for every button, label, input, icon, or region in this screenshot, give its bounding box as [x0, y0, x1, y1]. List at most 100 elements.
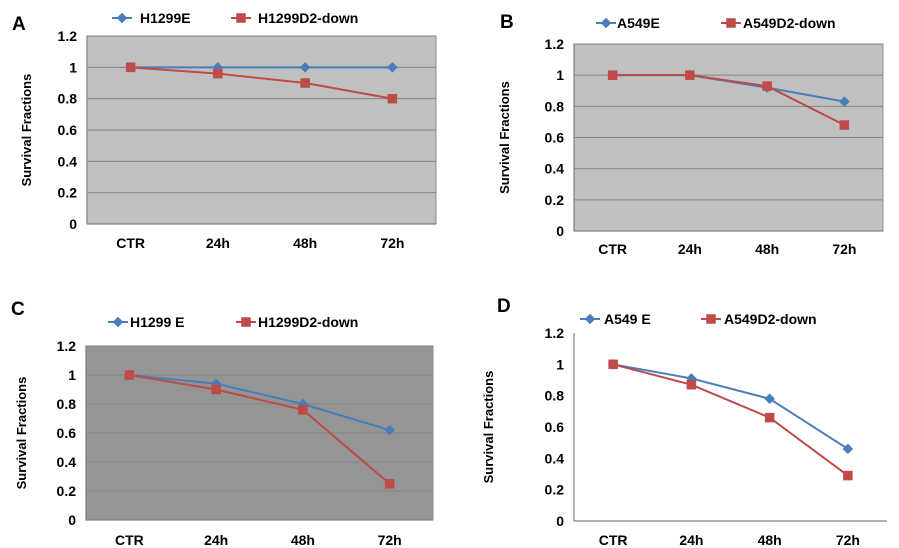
legend-marker [112, 316, 124, 328]
legend-marker [726, 18, 736, 28]
y-tick-label: 1 [68, 367, 76, 383]
legend-marker [706, 314, 716, 324]
y-tick-label: 0.4 [58, 153, 78, 169]
series-line-1 [129, 374, 390, 432]
series-2-point [764, 412, 775, 423]
y-tick-label: 0.2 [545, 192, 565, 208]
y-tick-label: 0 [69, 216, 77, 232]
series-1-point [839, 96, 850, 108]
y-tick-label: 1 [556, 67, 564, 83]
chart-panel-a: A 0 0.2 0.4 0.6 0.8 1 1.2 CTR 24h 48h 72h Survival F… [12, 10, 437, 251]
y-tick-label: 0.2 [545, 482, 565, 498]
series-2-point [300, 78, 310, 88]
legend-entry: H1299E [140, 10, 191, 26]
y-tick-label: 0.8 [545, 388, 565, 404]
x-tick-label: 72h [380, 235, 404, 251]
x-tick-label: CTR [115, 532, 144, 548]
legend-marker [584, 313, 596, 325]
series-1-point [299, 61, 311, 73]
legend-entry: H1299D2-down [258, 10, 358, 26]
y-axis-label: Survival Fractions [481, 371, 496, 484]
series-2-point [608, 359, 618, 370]
panel-letter: B [500, 12, 514, 33]
series-2-point [298, 405, 308, 415]
series-2-point [843, 470, 853, 481]
x-tick-label: 48h [293, 235, 317, 251]
y-tick-label: 1.2 [545, 36, 565, 52]
chart-panel-d: D 0 0.2 0.4 0.6 0.8 1 1.2 CTR 24h 48h 72h Survival F… [481, 296, 887, 548]
legend-entry: A549E [617, 15, 660, 31]
x-tick-label: 24h [679, 532, 703, 548]
y-tick-label: 0.4 [545, 161, 565, 177]
x-tick-label: 72h [378, 532, 402, 548]
x-tick-label: 48h [755, 241, 779, 257]
legend-entry: H1299D2-down [258, 314, 358, 330]
legend-marker [116, 12, 128, 24]
y-tick-label: 0.6 [545, 419, 565, 435]
x-tick-label: 48h [291, 532, 315, 548]
y-tick-label: 0.4 [57, 454, 77, 470]
chart-panel-c: C 0 0.2 0.4 0.6 0.8 1 1.2 CTR 24h 48h 72h Survival F… [11, 299, 434, 548]
y-tick-label: 1.2 [545, 325, 565, 341]
y-tick-label: 1 [69, 59, 77, 75]
x-tick-label: 24h [206, 235, 230, 251]
panel-letter: D [497, 296, 511, 317]
x-tick-label: CTR [116, 235, 145, 251]
y-tick-label: 0.6 [545, 130, 565, 146]
series-1-point [842, 443, 854, 455]
y-axis-label: Survival Fractions [14, 377, 29, 490]
plot-area [574, 333, 887, 521]
legend-entry: A549D2-down [743, 15, 836, 31]
x-tick-label: 72h [836, 532, 860, 548]
series-2-point [124, 370, 135, 380]
x-tick-label: CTR [599, 532, 628, 548]
series-2-point [384, 479, 395, 489]
x-tick-label: 24h [678, 241, 702, 257]
y-tick-label: 0.2 [58, 185, 78, 201]
series-1-point [387, 61, 398, 73]
legend-entry: H1299 E [130, 314, 184, 330]
y-tick-label: 0.4 [545, 450, 565, 466]
legend-entry: A549 E [604, 311, 651, 327]
y-axis-label: Survival Fractions [19, 74, 34, 187]
y-tick-label: 0.6 [57, 425, 77, 441]
y-tick-label: 0.6 [58, 122, 78, 138]
series-1-point [384, 424, 395, 436]
y-tick-label: 1.2 [58, 28, 78, 44]
series-1-point [764, 393, 775, 405]
chart-panel-b: B 0 0.2 0.4 0.6 0.8 1 1.2 CTR 24h 48h 72h Survival F… [497, 12, 884, 257]
legend-entry: A549D2-down [724, 311, 817, 327]
series-2-point [607, 70, 618, 80]
y-tick-label: 1 [556, 356, 564, 372]
series-2-point [762, 81, 772, 91]
y-tick-label: 1.2 [57, 338, 77, 354]
series-2-point [125, 62, 136, 73]
series-2-point [839, 120, 850, 130]
x-tick-label: 72h [832, 241, 856, 257]
series-line-2 [612, 363, 849, 477]
y-tick-label: 0.8 [58, 91, 78, 107]
x-tick-label: 48h [758, 532, 782, 548]
x-tick-label: 24h [204, 532, 228, 548]
y-tick-label: 0 [556, 513, 564, 529]
series-2-point [686, 379, 697, 390]
panel-letter: C [11, 299, 25, 320]
legend-marker [600, 17, 612, 29]
series-2-point [211, 384, 221, 395]
y-tick-label: 0 [556, 223, 564, 239]
series-line-2 [612, 74, 845, 126]
series-2-point [387, 93, 398, 104]
legend-marker [236, 13, 246, 23]
y-tick-label: 0 [68, 512, 76, 528]
series-2-point [685, 70, 695, 80]
y-tick-label: 0.8 [57, 396, 77, 412]
y-tick-label: 0.8 [545, 98, 565, 114]
series-line-2 [130, 66, 393, 100]
legend-marker [241, 317, 251, 327]
y-tick-label: 0.2 [57, 483, 77, 499]
series-line-1 [612, 363, 849, 450]
x-tick-label: CTR [598, 241, 627, 257]
panel-letter: A [12, 14, 26, 35]
series-2-point [213, 68, 223, 79]
